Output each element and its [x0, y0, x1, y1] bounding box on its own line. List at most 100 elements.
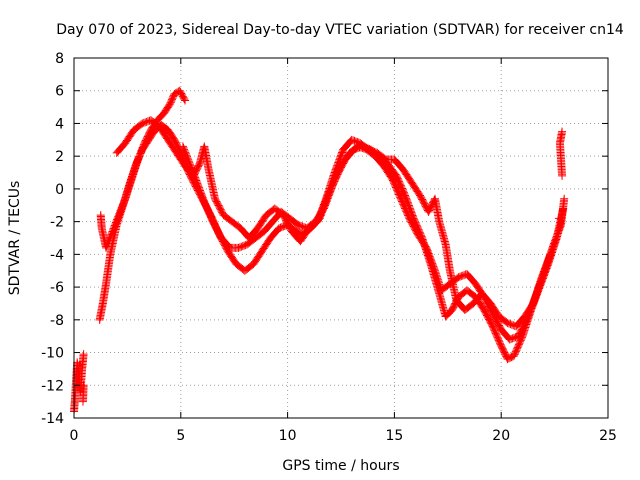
data-trace — [556, 140, 566, 179]
data-trace — [246, 225, 261, 241]
data-trace — [414, 232, 430, 251]
y-tick-label: -14 — [41, 411, 64, 427]
data-trace — [314, 196, 330, 225]
data-trace — [95, 300, 107, 323]
data-trace — [337, 150, 353, 169]
data-trace — [462, 300, 477, 314]
data-trace — [164, 127, 178, 143]
data-trace — [121, 176, 136, 202]
y-tick-label: 0 — [55, 182, 64, 198]
y-axis-title: SDTVAR / TECUs — [7, 181, 23, 296]
data-trace — [331, 147, 347, 176]
x-tick-label: 5 — [176, 428, 185, 444]
data-trace — [521, 300, 537, 320]
series-track-c — [112, 116, 567, 331]
series-track-b — [96, 86, 569, 344]
data-trace — [258, 235, 274, 254]
data-trace — [99, 281, 110, 306]
data-trace — [397, 196, 413, 221]
data-trace — [272, 205, 287, 219]
y-tick-label: 2 — [55, 149, 64, 165]
chart-title: Day 070 of 2023, Sidereal Day-to-day VTE… — [56, 22, 624, 38]
data-trace — [280, 212, 296, 235]
data-trace — [252, 228, 267, 242]
data-trace — [431, 196, 443, 225]
data-trace — [496, 313, 511, 327]
data-trace — [160, 101, 174, 117]
data-trace — [229, 218, 244, 232]
y-tick-label: -2 — [50, 215, 64, 231]
data-trace — [179, 143, 193, 166]
data-trace — [515, 317, 531, 339]
data-trace — [204, 166, 219, 202]
data-trace — [388, 176, 405, 202]
x-tick-label: 10 — [279, 428, 297, 444]
data-trace — [431, 268, 445, 293]
data-trace — [286, 215, 302, 228]
data-trace — [267, 225, 283, 241]
data-trace — [391, 156, 406, 173]
data-trace — [154, 110, 167, 124]
data-trace — [211, 196, 227, 218]
data-trace — [156, 124, 172, 143]
data-trace — [349, 136, 363, 147]
data-trace — [158, 121, 171, 134]
data-trace — [218, 235, 233, 251]
data-trace — [442, 307, 456, 320]
data-trace — [209, 219, 225, 241]
data-trace — [261, 218, 276, 235]
data-trace — [224, 248, 240, 267]
data-trace — [380, 163, 396, 182]
data-trace — [538, 251, 554, 280]
data-trace — [504, 352, 517, 363]
data-trace — [200, 143, 213, 172]
data-trace — [192, 176, 208, 205]
data-trace — [513, 313, 528, 330]
data-trace — [109, 212, 123, 234]
x-tick-label: 15 — [385, 428, 403, 444]
data-trace — [190, 160, 204, 179]
y-tick-label: -8 — [50, 313, 64, 329]
data-point — [560, 194, 569, 203]
data-point — [181, 96, 190, 105]
data-trace — [200, 199, 217, 225]
data-trace — [166, 91, 178, 107]
data-trace — [173, 150, 189, 169]
data-trace — [134, 140, 148, 162]
data-point — [546, 250, 555, 259]
data-trace — [408, 179, 424, 199]
data-trace — [446, 268, 461, 303]
data-trace — [254, 212, 270, 231]
data-trace — [102, 228, 116, 251]
data-trace — [176, 88, 189, 104]
data-trace — [122, 127, 137, 146]
y-tick-label: -6 — [50, 280, 64, 296]
data-trace — [128, 156, 142, 182]
data-trace — [529, 274, 546, 306]
data-trace — [399, 166, 415, 186]
series-track-a — [70, 121, 568, 416]
data-trace — [244, 234, 259, 248]
data-trace — [480, 307, 496, 329]
data-trace — [372, 153, 387, 169]
data-trace — [171, 137, 185, 156]
data-trace — [489, 310, 505, 333]
data-trace — [220, 212, 235, 225]
data-trace — [113, 140, 129, 156]
data-trace — [548, 222, 565, 251]
data-trace — [401, 192, 418, 221]
data-trace — [510, 333, 526, 359]
data-trace — [406, 215, 422, 238]
data-trace — [366, 146, 380, 157]
y-tick-label: -4 — [50, 247, 64, 263]
y-tick-label: -12 — [41, 378, 64, 394]
data-trace — [489, 323, 505, 349]
data-trace — [102, 251, 115, 287]
plot-frame — [73, 57, 609, 419]
data-trace — [235, 241, 250, 252]
data-trace — [422, 245, 439, 274]
data-trace — [463, 271, 479, 287]
axis-ticks: 0 5 10 15 20 25 -14 -12 -10 -8 -6 -4 -2 0 2 4 6 8 — [41, 51, 617, 444]
data-trace — [487, 300, 503, 320]
